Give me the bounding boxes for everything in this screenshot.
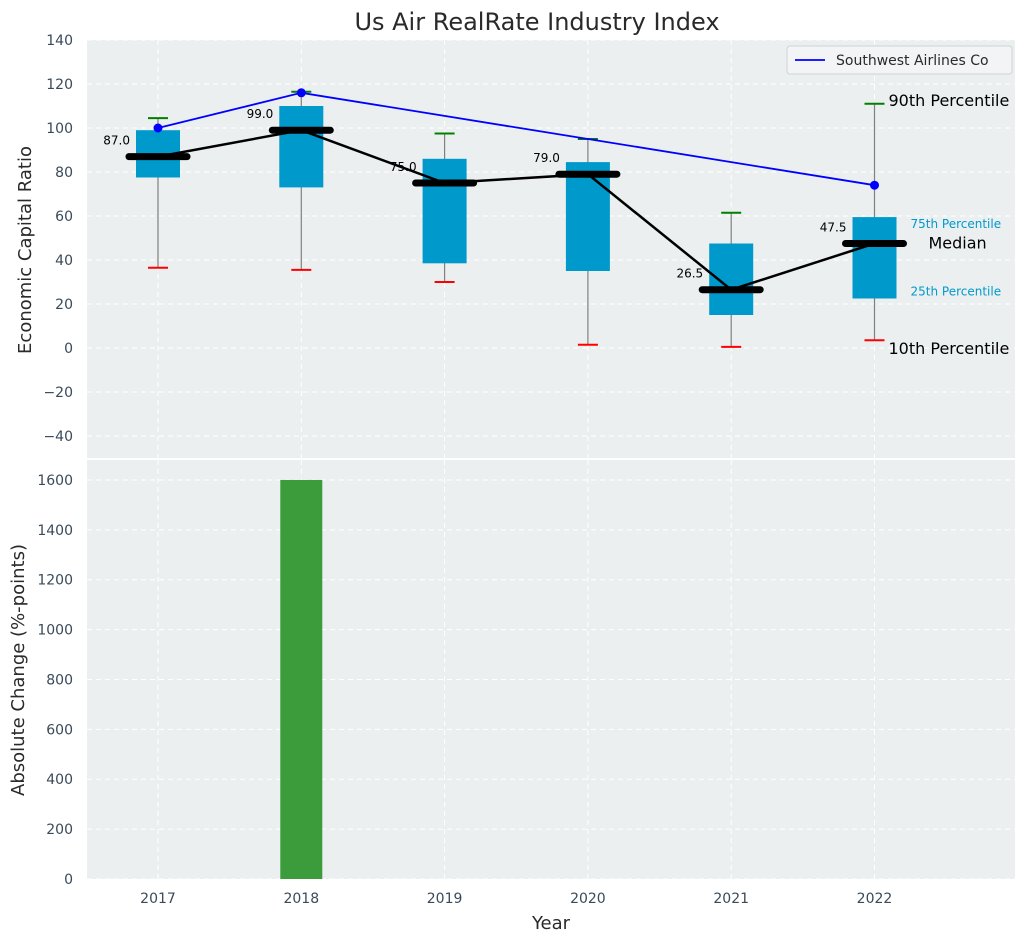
top-y-tick-label: 80 (55, 165, 73, 181)
median-value-label-2018: 99.0 (247, 107, 274, 121)
box-2022 (852, 217, 897, 299)
annotation-p90: 90th Percentile (889, 91, 1010, 110)
top-y-tick-label: 40 (55, 253, 73, 269)
top-y-axis-label: Economic Capital Ratio (15, 146, 36, 354)
top-y-tick-label: −20 (43, 385, 73, 401)
x-axis-label: Year (531, 913, 571, 934)
series-point-2018 (296, 88, 306, 98)
box-2021 (709, 243, 754, 315)
annotation-p10: 10th Percentile (889, 339, 1010, 358)
annotation-p25: 25th Percentile (911, 285, 1002, 299)
x-tick-label-2018: 2018 (283, 891, 319, 907)
box-2018 (279, 106, 324, 188)
bottom-y-tick-label: 200 (46, 822, 73, 838)
x-tick-label-2020: 2020 (570, 891, 606, 907)
top-y-tick-label: 120 (46, 77, 73, 93)
box-2019 (422, 158, 467, 264)
legend-frame (786, 45, 1013, 75)
median-value-label-2020: 79.0 (533, 151, 560, 165)
median-value-label-2019: 75.0 (390, 160, 417, 174)
median-value-label-2021: 26.5 (676, 267, 703, 281)
x-tick-label-2019: 2019 (427, 891, 463, 907)
median-value-label-2022: 47.5 (820, 221, 847, 235)
legend-entry-southwest: Southwest Airlines Co (836, 53, 989, 69)
annotation-p75: 75th Percentile (911, 217, 1002, 231)
bottom-y-tick-label: 1600 (37, 473, 73, 489)
chart-title: Us Air RealRate Industry Index (354, 8, 719, 36)
bottom-y-tick-label: 400 (46, 772, 73, 788)
bottom-plot-background (87, 460, 1015, 879)
top-y-tick-label: −40 (43, 429, 73, 445)
bottom-y-axis-label: Absolute Change (%-points) (8, 544, 29, 796)
legend: Southwest Airlines Co (786, 45, 1013, 75)
bottom-y-tick-label: 800 (46, 672, 73, 688)
bottom-panel: 0 200 400 600 800 1000 1200 1400 1600 2017 2018 201… (37, 458, 1015, 907)
top-y-tick-label: 140 (46, 33, 73, 49)
top-y-tick-label: 60 (55, 209, 73, 225)
bottom-y-tick-label: 600 (46, 722, 73, 738)
series-point-2022 (870, 180, 879, 190)
box-2020 (565, 162, 610, 271)
bottom-y-tick-label: 0 (64, 872, 73, 888)
bottom-y-tick-label: 1400 (37, 523, 73, 539)
median-trend-line (157, 128, 875, 292)
median-value-label-2017: 87.0 (103, 134, 130, 148)
bottom-y-tick-label: 1000 (37, 623, 73, 639)
top-y-tick-label: 100 (46, 121, 73, 137)
x-tick-label-2017: 2017 (140, 891, 176, 907)
top-y-tick-label: 0 (64, 341, 73, 357)
top-panel: −40 −20 0 20 40 60 80 100 120 140 87.0 99.0 75.0 79.0… (43, 33, 1015, 458)
series-point-2017 (153, 123, 163, 133)
x-tick-label-2022: 2022 (857, 891, 893, 907)
top-y-tick-label: 20 (55, 297, 73, 313)
bar-2018 (280, 479, 323, 879)
annotation-median: Median (929, 234, 987, 253)
x-tick-label-2021: 2021 (713, 891, 749, 907)
bottom-y-tick-label: 1200 (37, 573, 73, 589)
